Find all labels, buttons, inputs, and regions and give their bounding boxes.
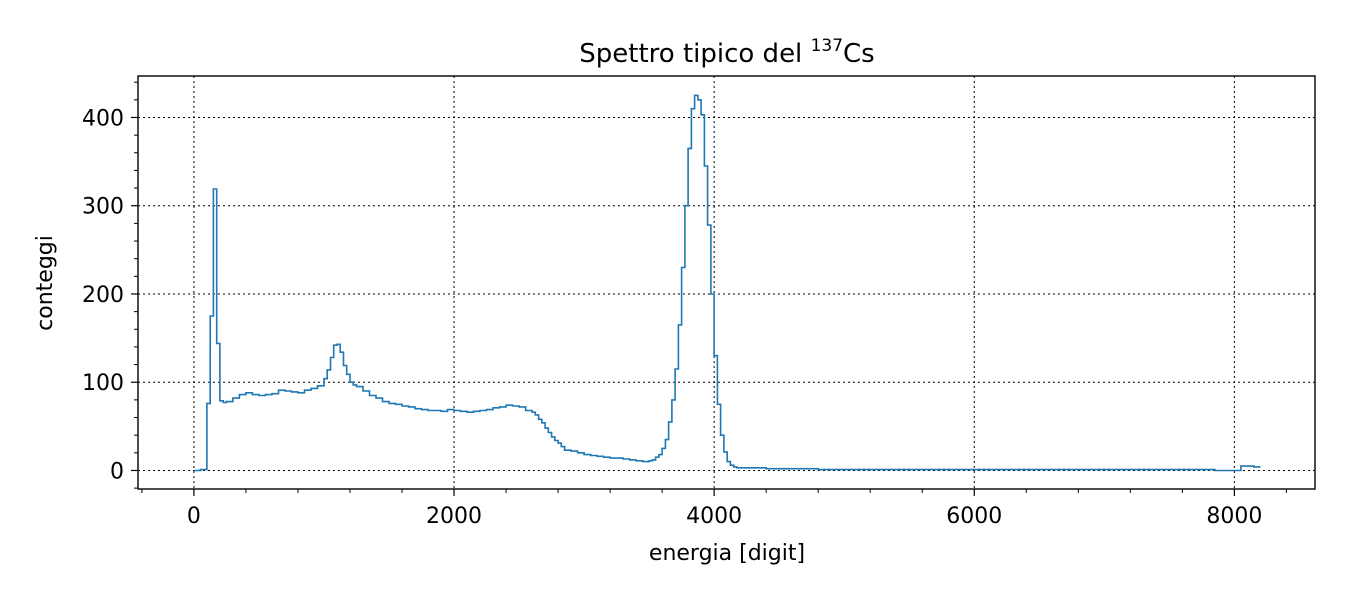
y-tick-label: 100 bbox=[82, 371, 124, 396]
x-tick-label: 6000 bbox=[946, 504, 1002, 529]
major-ticks bbox=[131, 116, 1235, 496]
y-tick-label: 0 bbox=[110, 459, 124, 484]
isotope-symbol: Cs bbox=[843, 39, 875, 69]
chart-title: Spettro tipico del 137Cs bbox=[579, 36, 874, 69]
y-axis-label: conteggi bbox=[33, 235, 58, 331]
y-tick-labels: 0 100 200 300 400 bbox=[82, 106, 124, 484]
histogram-line bbox=[193, 94, 1261, 472]
x-tick-labels: 0 2000 4000 6000 8000 bbox=[187, 504, 1262, 529]
x-tick-label: 4000 bbox=[686, 504, 742, 529]
grid-lines bbox=[138, 76, 1315, 489]
x-tick-label: 2000 bbox=[426, 504, 482, 529]
x-tick-label: 0 bbox=[187, 504, 201, 529]
x-tick-label: 8000 bbox=[1206, 504, 1262, 529]
y-tick-label: 200 bbox=[82, 283, 124, 308]
isotope-mass-number: 137 bbox=[811, 36, 843, 56]
y-tick-label: 300 bbox=[82, 195, 124, 220]
plot-frame bbox=[137, 75, 1316, 490]
x-axis-label: energia [digit] bbox=[649, 541, 805, 566]
y-tick-label: 400 bbox=[82, 106, 124, 131]
